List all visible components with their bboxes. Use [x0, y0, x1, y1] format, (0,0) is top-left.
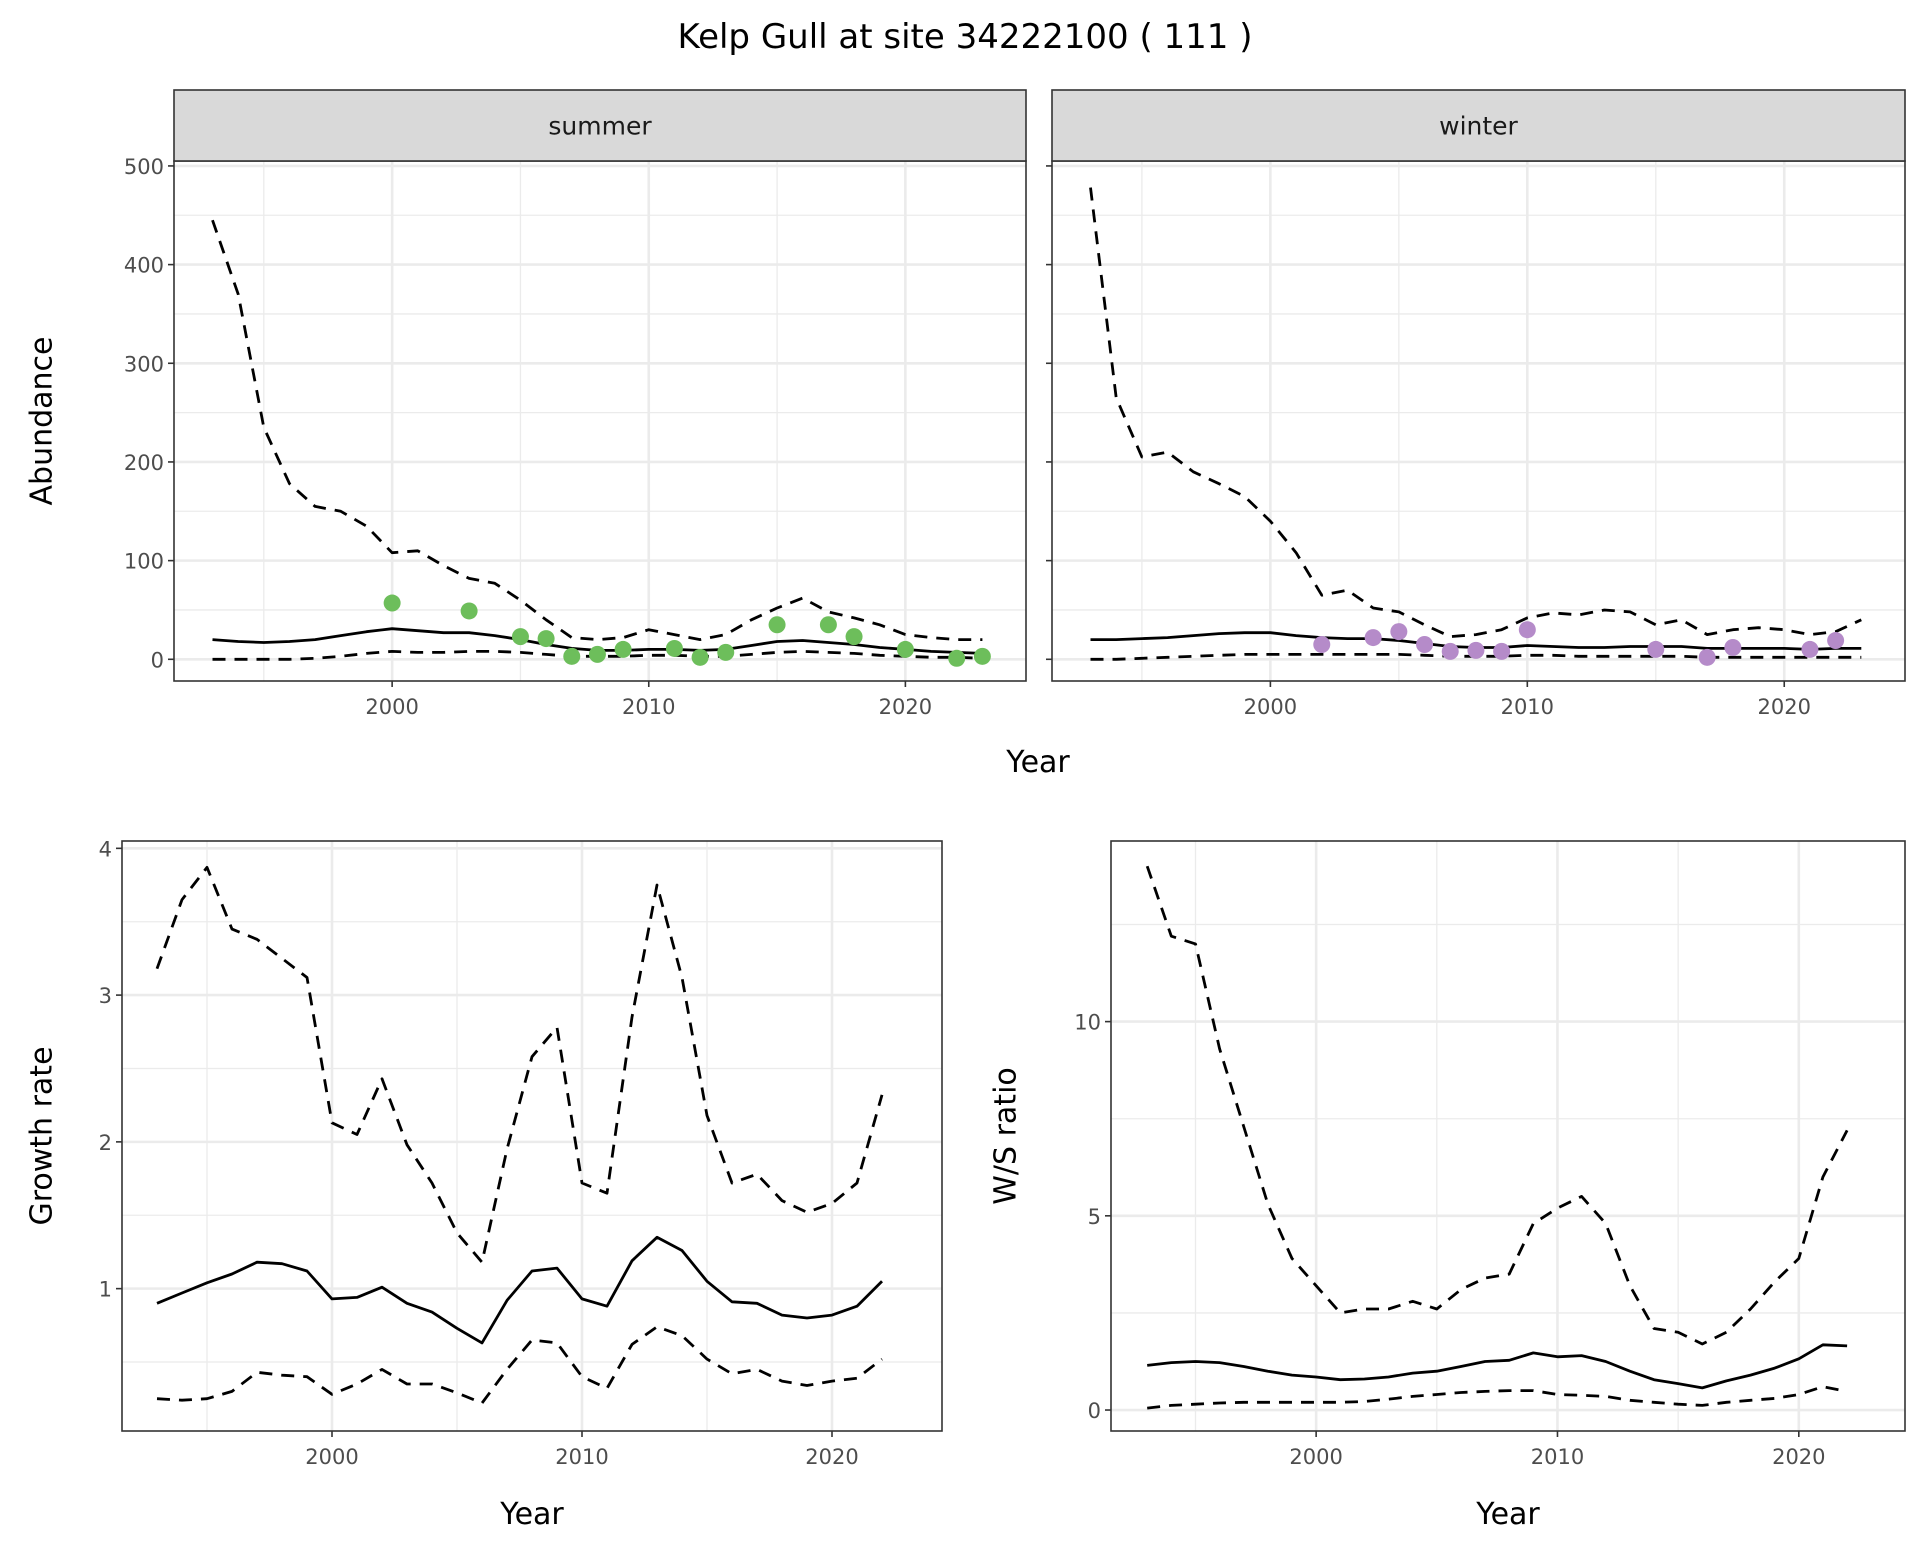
x-tick-label: 2010 — [1501, 695, 1554, 719]
y-tick-label: 300 — [124, 352, 164, 376]
data-point — [1698, 648, 1716, 666]
data-point — [1441, 642, 1459, 660]
series-line-estimate — [1147, 1343, 1848, 1390]
data-point — [845, 628, 863, 646]
y-axis-title: Abundance — [25, 337, 60, 506]
facet-strip — [1051, 89, 1906, 162]
series-line-lower-bound — [156, 1325, 883, 1405]
data-point — [588, 645, 606, 663]
y-tick-label: 2 — [99, 1131, 112, 1155]
data-point — [1493, 642, 1511, 660]
data-point — [563, 647, 581, 665]
series-line-upper-bound — [211, 219, 983, 641]
x-tick-label: 2020 — [879, 695, 932, 719]
plot-background — [122, 841, 942, 1431]
x-tick-label: 2000 — [365, 695, 418, 719]
y-tick-label: 10 — [1074, 1011, 1101, 1035]
panel-border — [121, 840, 943, 1432]
y-tick-label: 1 — [99, 1278, 112, 1302]
x-tick-label: 2000 — [1244, 695, 1297, 719]
y-tick-label: 3 — [99, 984, 112, 1008]
data-point — [537, 630, 555, 648]
y-axis-title: Growth rate — [25, 1046, 60, 1225]
data-point — [1313, 635, 1331, 653]
data-point — [1724, 638, 1742, 656]
data-point — [768, 616, 786, 634]
data-point — [1827, 632, 1845, 650]
x-tick-label: 2010 — [622, 695, 675, 719]
x-tick-label: 2010 — [555, 1445, 608, 1469]
data-point — [1518, 621, 1536, 639]
plot-background — [1052, 161, 1905, 681]
x-axis-title: Year — [499, 1497, 564, 1532]
y-tick-label: 0 — [151, 648, 164, 672]
x-axis-title: Year — [1005, 745, 1070, 780]
data-point — [973, 647, 991, 665]
data-point — [1364, 629, 1382, 647]
y-axis-title: W/S ratio — [989, 1067, 1024, 1205]
y-tick-label: 500 — [124, 155, 164, 179]
y-tick-label: 0 — [1088, 1399, 1101, 1423]
data-point — [896, 640, 914, 658]
data-point — [665, 639, 683, 657]
x-tick-label: 2020 — [805, 1445, 858, 1469]
y-tick-label: 100 — [124, 550, 164, 574]
data-point — [1801, 640, 1819, 658]
data-point — [1647, 640, 1665, 658]
y-tick-label: 400 — [124, 254, 164, 278]
data-point — [1467, 641, 1485, 659]
figure-title: Kelp Gull at site 34222100 ( 111 ) — [677, 17, 1252, 57]
x-axis-title: Year — [1475, 1497, 1540, 1532]
data-point — [1416, 635, 1434, 653]
y-tick-label: 4 — [99, 837, 112, 861]
panel-w-s-ratio: 2000 2010 2020 0 5 10 W/S ratio Year — [989, 840, 1906, 1532]
series-line-upper-bound — [1145, 865, 1849, 1346]
series-line-upper-bound — [1089, 187, 1862, 638]
panel-summer: summer 2000 2010 2020 0 100 200 300 400 500 Abunda… — [25, 89, 1070, 780]
facet-label: summer — [548, 112, 652, 141]
data-point — [511, 628, 529, 646]
data-point — [460, 602, 478, 620]
data-point — [383, 594, 401, 612]
x-tick-label: 2020 — [1772, 1445, 1825, 1469]
data-point — [1390, 623, 1408, 641]
plot-background — [174, 161, 1026, 681]
series-line-lower-bound — [1147, 1385, 1848, 1410]
data-point — [717, 643, 735, 661]
y-tick-label: 5 — [1088, 1205, 1101, 1229]
x-tick-label: 2000 — [305, 1445, 358, 1469]
plot-background — [1111, 841, 1905, 1431]
panel-growth-rate: 2000 2010 2020 1 2 3 4 Growth rate Year — [25, 837, 943, 1532]
x-tick-label: 2000 — [1289, 1445, 1342, 1469]
series-line-estimate — [156, 1235, 883, 1345]
facet-label: winter — [1439, 112, 1518, 141]
panel-winter: winter 2000 2010 2020 — [1046, 89, 1906, 719]
x-tick-label: 2010 — [1531, 1445, 1584, 1469]
data-point — [948, 649, 966, 667]
x-tick-label: 2020 — [1758, 695, 1811, 719]
data-point — [614, 640, 632, 658]
facet-strip — [173, 89, 1027, 162]
y-tick-label: 200 — [124, 451, 164, 475]
panel-border — [1110, 840, 1906, 1432]
series-line-upper-bound — [155, 866, 884, 1264]
data-point — [691, 648, 709, 666]
data-point — [819, 616, 837, 634]
